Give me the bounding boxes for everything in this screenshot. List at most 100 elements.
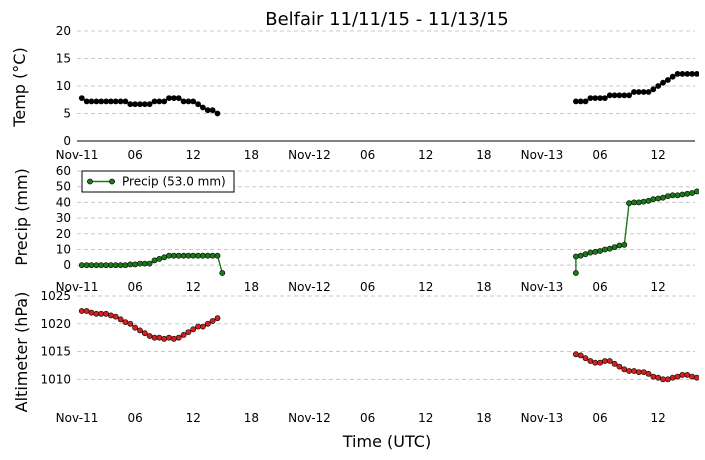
data-point — [83, 262, 90, 269]
x-tick-label: 18 — [476, 148, 491, 162]
chart-title: Belfair 11/11/15 - 11/13/15 — [265, 9, 509, 30]
y-tick-label: 10 — [56, 79, 71, 93]
data-point — [587, 358, 594, 364]
data-point — [209, 107, 216, 114]
data-point — [78, 95, 85, 101]
data-point — [631, 199, 637, 206]
data-point — [170, 335, 177, 342]
data-point — [93, 262, 100, 269]
data-point — [209, 252, 216, 259]
data-point — [112, 313, 119, 320]
data-point — [151, 334, 158, 341]
data-point — [146, 101, 153, 108]
data-point — [190, 326, 197, 333]
x-tick-label: 06 — [360, 280, 375, 294]
data-point — [185, 252, 192, 259]
data-point — [175, 334, 182, 341]
altimeter-y-axis-label: Altimeter (hPa) — [12, 292, 31, 413]
data-point — [573, 270, 579, 276]
data-point — [199, 252, 206, 259]
data-point — [83, 98, 90, 105]
data-point — [88, 262, 95, 269]
data-point — [204, 320, 211, 327]
data-point — [606, 92, 613, 99]
data-point — [660, 194, 666, 201]
data-point — [689, 373, 695, 380]
data-point — [640, 89, 647, 95]
temp-y-axis-label: Temp (°C) — [10, 47, 29, 127]
x-tick-label: Nov-13 — [521, 411, 564, 425]
x-tick-label: 18 — [476, 280, 491, 294]
x-tick-label: Nov-12 — [288, 411, 331, 425]
x-tick-label: 06 — [360, 148, 375, 162]
data-point — [161, 254, 168, 261]
x-tick-label: 12 — [418, 148, 433, 162]
data-point — [665, 376, 671, 383]
data-point — [170, 95, 177, 101]
x-tick-label: Nov-13 — [521, 280, 564, 294]
legend-marker — [109, 178, 115, 185]
data-point — [156, 255, 163, 262]
data-point — [592, 95, 599, 101]
data-point — [587, 249, 594, 256]
x-tick-label: 06 — [360, 411, 375, 425]
data-point — [199, 323, 206, 330]
y-tick-label: 1025 — [40, 289, 71, 303]
x-tick-label: 18 — [244, 148, 259, 162]
x-tick-label: 06 — [127, 280, 142, 294]
data-point — [146, 333, 153, 339]
y-tick-label: 1010 — [40, 372, 71, 386]
data-point — [684, 371, 691, 378]
data-point — [175, 95, 182, 101]
data-point — [117, 262, 124, 269]
data-point — [93, 310, 100, 317]
legend-label: Precip (53.0 mm) — [122, 175, 226, 189]
data-point — [108, 98, 114, 105]
x-tick-label: 18 — [244, 280, 259, 294]
data-point — [98, 262, 105, 269]
data-point — [611, 92, 618, 99]
precip-y-axis-label: Precip (mm) — [12, 168, 31, 266]
x-tick-label: Nov-13 — [521, 148, 564, 162]
data-point — [665, 77, 671, 83]
data-point — [122, 262, 129, 269]
data-point — [582, 251, 589, 258]
x-tick-label: 06 — [127, 411, 142, 425]
data-point — [141, 260, 148, 267]
data-point — [103, 98, 109, 105]
series-group — [78, 188, 699, 276]
data-point — [161, 335, 168, 342]
data-point — [573, 253, 579, 260]
data-point — [621, 366, 628, 373]
data-point — [611, 360, 618, 367]
data-point — [674, 71, 681, 77]
data-point — [103, 262, 109, 269]
data-point — [689, 190, 695, 196]
data-point — [621, 92, 628, 99]
data-point — [597, 95, 603, 101]
data-point — [650, 196, 657, 203]
data-point — [117, 98, 124, 105]
y-tick-label: 5 — [63, 107, 71, 121]
data-point — [127, 320, 134, 327]
y-tick-label: 20 — [56, 24, 71, 38]
y-tick-label: 40 — [56, 195, 71, 209]
data-point — [175, 252, 182, 259]
data-point — [597, 359, 603, 366]
y-tick-label: 15 — [56, 52, 71, 66]
series-group — [78, 308, 699, 383]
data-point — [83, 308, 90, 314]
data-point — [127, 101, 134, 108]
x-tick-label: 18 — [244, 411, 259, 425]
data-point — [602, 358, 608, 364]
data-point — [122, 319, 129, 325]
data-point — [122, 98, 129, 105]
data-point — [166, 95, 172, 101]
data-point — [214, 110, 221, 117]
y-tick-label: 1015 — [40, 345, 71, 359]
data-point — [698, 189, 699, 191]
data-point — [137, 327, 143, 334]
legend-box — [81, 170, 235, 193]
data-point — [132, 101, 138, 108]
x-tick-label: Nov-11 — [56, 148, 99, 162]
